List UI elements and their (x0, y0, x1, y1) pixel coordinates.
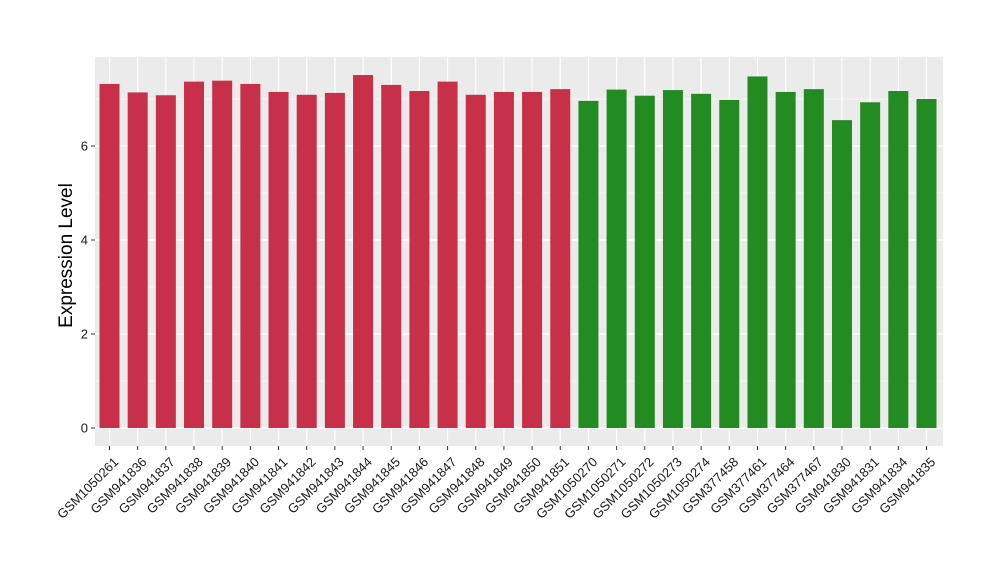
bar-GSM941848 (465, 94, 486, 429)
bar-GSM941840 (240, 83, 261, 429)
bar-GSM1050270 (578, 100, 599, 428)
y-axis: 0 2 4 6 (81, 139, 95, 436)
bar-GSM377467 (803, 89, 824, 428)
y-tick-label: 2 (81, 327, 88, 342)
bar-GSM941844 (353, 75, 374, 428)
y-tick-label: 6 (81, 139, 88, 154)
bar-GSM377461 (747, 76, 768, 428)
bar-GSM941851 (550, 89, 571, 428)
bar-GSM1050274 (691, 93, 712, 428)
x-axis: GSM1050261GSM941836GSM941837GSM941838GSM… (54, 446, 938, 522)
bar-GSM941830 (831, 120, 852, 429)
bar-GSM377464 (775, 91, 796, 428)
bar-GSM1050273 (662, 90, 683, 428)
bar-GSM1050261 (99, 83, 120, 429)
bar-GSM941842 (296, 94, 317, 429)
bar-GSM941839 (212, 80, 233, 429)
bar-GSM941836 (127, 92, 148, 429)
bar-GSM941835 (916, 99, 937, 428)
bar-GSM941849 (493, 91, 514, 428)
y-tick-label: 4 (81, 233, 88, 248)
bar-GSM1050272 (634, 95, 655, 429)
bar-GSM941846 (409, 91, 430, 428)
y-axis-title: Expression Level (56, 183, 77, 328)
bar-GSM941831 (860, 102, 881, 428)
bar-GSM941838 (184, 81, 205, 429)
bar-GSM377458 (719, 99, 740, 428)
minor-gridlines (95, 98, 943, 382)
bars (99, 75, 937, 429)
bar-GSM941834 (888, 91, 909, 428)
y-tick-label: 0 (81, 421, 88, 436)
bar-GSM941841 (268, 91, 289, 428)
bar-GSM1050271 (606, 89, 627, 428)
bar-GSM941845 (381, 84, 402, 429)
bar-GSM941850 (522, 91, 543, 428)
bar-GSM941843 (324, 92, 345, 428)
bar-GSM941847 (437, 81, 458, 429)
bar-GSM941837 (155, 95, 176, 429)
